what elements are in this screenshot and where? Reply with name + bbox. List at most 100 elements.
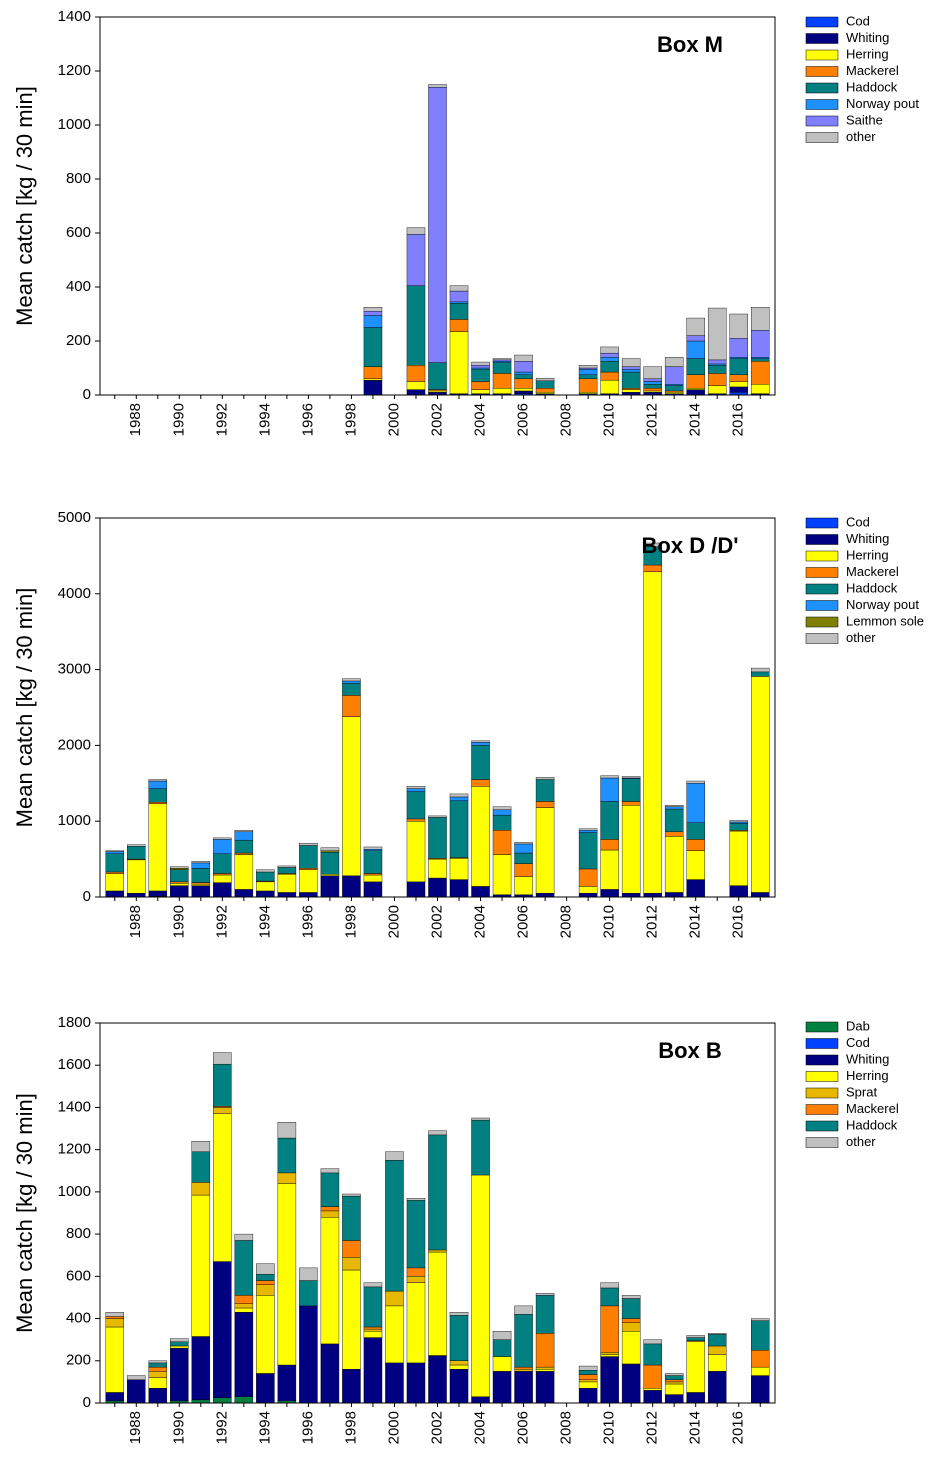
bar-segment <box>707 365 727 374</box>
bar-segment <box>191 883 211 886</box>
bar-segment <box>449 303 469 320</box>
bar-segment <box>664 357 684 367</box>
bar-segment <box>578 1365 598 1371</box>
bar-segment <box>191 861 211 864</box>
bar-segment <box>471 779 490 787</box>
bar-segment <box>492 809 512 816</box>
bar-segment <box>213 837 232 840</box>
bar-segment <box>299 1280 318 1307</box>
box-title: Box M <box>657 32 723 57</box>
bar-segment <box>170 1345 189 1349</box>
x-tick-label: 2004 <box>472 905 489 938</box>
bar-segment <box>213 839 232 854</box>
bar-segment <box>600 839 619 851</box>
bar-segment <box>277 892 297 898</box>
bar-segment <box>363 1286 383 1328</box>
y-tick-label: 600 <box>66 1267 91 1284</box>
bar-segment <box>514 1371 533 1404</box>
legend-swatch <box>805 66 839 77</box>
bar-segment <box>213 1113 232 1262</box>
bar-segment <box>600 775 619 779</box>
bar-segment <box>148 788 168 803</box>
bar-segment <box>191 1151 211 1183</box>
bar-segment <box>320 1172 340 1207</box>
y-tick-label: 1800 <box>58 1014 91 1031</box>
bar-segment <box>751 358 770 362</box>
bar-segment <box>514 1305 533 1315</box>
legend-swatch <box>805 33 839 44</box>
bar-segment <box>664 392 684 394</box>
bar-segment <box>213 1261 232 1398</box>
bar-segment <box>492 361 512 363</box>
bar-segment <box>729 821 748 824</box>
bar-segment <box>299 1267 318 1281</box>
bar-segment <box>234 852 254 855</box>
bar-segment <box>707 1371 727 1404</box>
bar-segment <box>213 1107 232 1114</box>
bar-segment <box>600 379 619 394</box>
bar-segment <box>320 852 340 875</box>
bar-segment <box>600 1354 619 1357</box>
bar-segment <box>751 384 770 394</box>
bar-segment <box>492 1356 512 1372</box>
bar-segment <box>385 1160 404 1292</box>
x-tick-label: 2006 <box>515 403 532 436</box>
y-tick-label: 400 <box>66 278 91 295</box>
bar-segment <box>600 346 619 354</box>
bar-segment <box>127 893 146 898</box>
x-tick-label: 2012 <box>644 403 661 436</box>
bar-segment <box>535 380 555 389</box>
bar-segment <box>127 1375 146 1380</box>
bar-segment <box>105 890 124 898</box>
legend-swatch <box>805 1038 839 1049</box>
bar-segment <box>320 847 340 851</box>
y-tick-label: 400 <box>66 1310 91 1327</box>
legend-swatch <box>805 1104 839 1115</box>
bar-segment <box>643 1343 662 1366</box>
bar-segment <box>492 1371 512 1404</box>
bar-segment <box>277 865 297 868</box>
bar-segment <box>342 1195 361 1241</box>
bar-segment <box>643 390 662 393</box>
legend-swatch <box>805 1021 839 1033</box>
bar-segment <box>578 886 598 894</box>
bar-segment <box>600 1282 619 1289</box>
bar-segment <box>600 1305 619 1353</box>
bar-segment <box>492 359 512 362</box>
legend-swatch <box>805 16 839 28</box>
bar-segment <box>729 386 748 393</box>
bar-segment <box>686 1337 705 1341</box>
bar-segment <box>492 830 512 855</box>
bar-segment <box>492 362 512 374</box>
legend-label: other <box>846 630 876 645</box>
bar-segment <box>578 830 598 833</box>
bar-segment <box>449 796 469 801</box>
bar-segment <box>191 882 211 885</box>
bar-segment <box>600 1352 619 1355</box>
bar-segment <box>492 1331 512 1340</box>
bar-segment <box>492 814 512 831</box>
bar-segment <box>535 1295 555 1334</box>
bar-segment <box>471 1117 490 1121</box>
bar-segment <box>751 1375 770 1404</box>
bar-segment <box>449 1369 469 1404</box>
bar-segment <box>342 1193 361 1197</box>
bar-segment <box>213 1063 232 1107</box>
bar-segment <box>621 1322 641 1332</box>
bar-segment <box>686 780 705 784</box>
bar-segment <box>643 388 662 392</box>
bar-segment <box>363 379 383 396</box>
bar-segment <box>363 849 383 851</box>
legend-swatch <box>805 550 839 562</box>
bar-segment <box>664 1381 684 1385</box>
bar-segment <box>664 892 684 898</box>
bar-segment <box>578 868 598 887</box>
bar-segment <box>342 1369 361 1404</box>
bar-segment <box>170 866 189 869</box>
bar-segment <box>471 740 490 743</box>
y-tick-label: 2000 <box>58 736 91 753</box>
bar-segment <box>686 374 705 389</box>
bar-segment <box>578 1381 598 1389</box>
bar-segment <box>578 1370 598 1375</box>
bar-segment <box>535 392 555 394</box>
